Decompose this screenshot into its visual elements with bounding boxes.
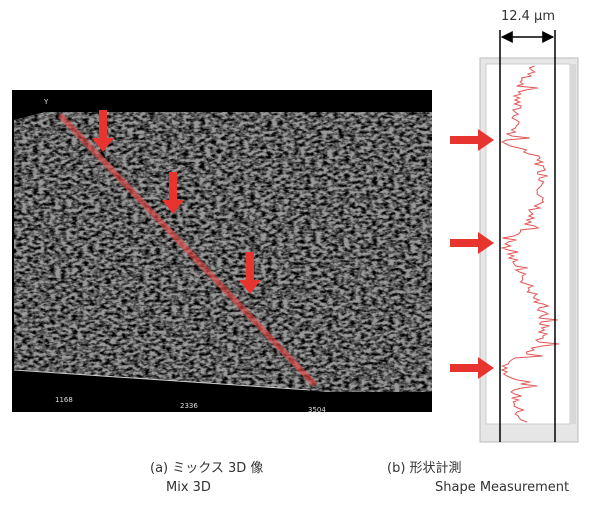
scrollbar — [570, 64, 576, 424]
axis-letter: Y — [43, 98, 49, 106]
scratch-line — [57, 112, 318, 388]
caption: (a) ミックス 3D 像 — [150, 461, 263, 476]
axis-label: 2336 — [180, 402, 198, 410]
caption: (b) 形状計測 — [387, 460, 462, 476]
axis-label: 1168 — [55, 396, 73, 404]
caption-en: Mix 3D — [166, 480, 211, 495]
axis-label: 3504 — [308, 406, 326, 414]
surface-3d — [14, 112, 432, 392]
profile-line — [500, 65, 560, 423]
right-arrows — [450, 129, 494, 379]
down-arrows — [92, 110, 261, 294]
dimension-label: 12.4 µm — [501, 9, 555, 24]
axis-line — [13, 369, 311, 391]
profile-plot — [485, 63, 571, 425]
caption-en: Shape Measurement — [435, 480, 569, 495]
